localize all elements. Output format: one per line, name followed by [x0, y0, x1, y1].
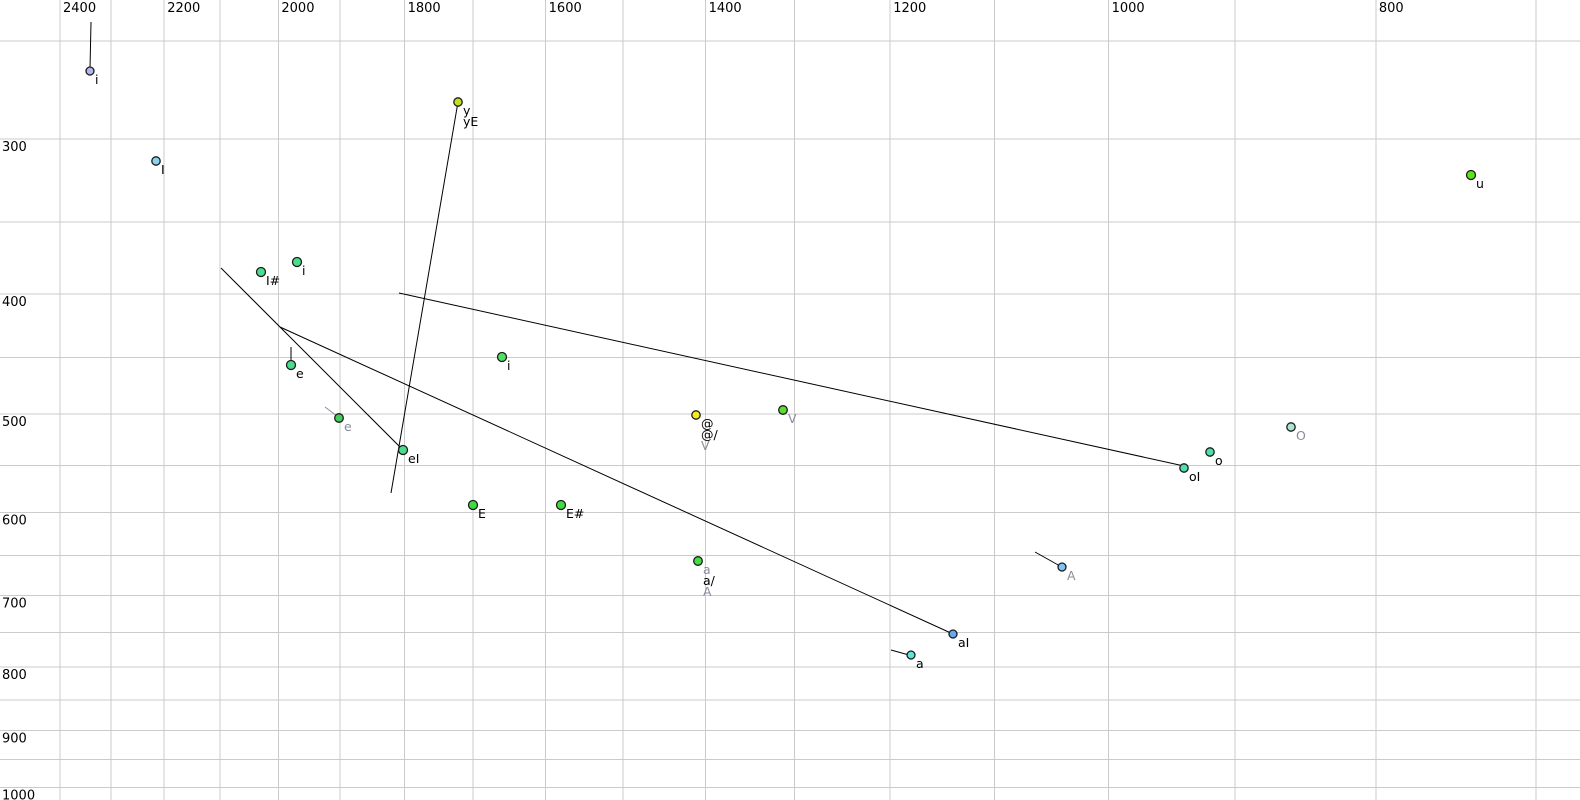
vowel-point-a[interactable] — [906, 650, 916, 660]
y-tick-label: 500 — [2, 415, 27, 430]
x-tick-label: 2200 — [167, 1, 200, 16]
axis-tick-labels: 2400 2200 2000 1800 1600 1400 1200 1000 800 300 40… — [2, 1, 1404, 800]
vowel-point-V[interactable] — [778, 405, 788, 415]
vowel-point-a-slash[interactable] — [693, 556, 703, 566]
x-tick-label: 2000 — [281, 1, 314, 16]
vowel-point-i-upper[interactable] — [85, 66, 95, 76]
vowel-label-i-mid-0: i — [302, 263, 305, 278]
vowel-label-schwa-2: V — [701, 438, 710, 453]
vowel-label-e-0: e — [296, 366, 304, 381]
vowel-point-e-gray[interactable] — [334, 413, 344, 423]
vowel-label-O-0: O — [1296, 428, 1306, 443]
vowel-point-y[interactable] — [453, 97, 463, 107]
y-tick-label: 900 — [2, 732, 27, 747]
x-tick-label: 1800 — [408, 1, 441, 16]
vowel-label-a-slash-2: A — [703, 584, 712, 599]
vowel-label-y-0: y — [463, 103, 471, 118]
vowel-point-eI[interactable] — [397, 444, 409, 456]
vowel-point-oI[interactable] — [1179, 463, 1189, 473]
vowel-label-schwa-0: @ — [701, 416, 714, 431]
trajectories — [89, 21, 1185, 656]
vowel-label-o-0: o — [1215, 453, 1223, 468]
vowel-label-oI-0: oI — [1189, 469, 1200, 484]
vowel-label-aI-0: aI — [958, 635, 969, 650]
vowel-label-u-0: u — [1476, 176, 1484, 191]
vowel-point-A[interactable] — [1057, 562, 1067, 572]
x-tick-label: 1600 — [549, 1, 582, 16]
vowel-point-o[interactable] — [1205, 447, 1215, 457]
y-tick-label: 300 — [2, 140, 27, 155]
vowel-label-y-1: yE — [463, 114, 478, 129]
vowel-point-O[interactable] — [1286, 422, 1296, 432]
trajectory-line-oI-trajectory — [398, 292, 1185, 467]
trajectory-line-y-trajectory — [390, 101, 459, 494]
vowel-label-eI-0: eI — [408, 451, 419, 466]
trajectory-line-eI-trajectory — [220, 267, 404, 451]
y-tick-label: 800 — [2, 668, 27, 683]
vowel-label-I-0: I — [161, 162, 165, 177]
vowel-point-E-sharp[interactable] — [555, 499, 567, 511]
vowel-point-e[interactable] — [285, 359, 297, 371]
y-tick-label: 700 — [2, 596, 27, 611]
vowel-label-i-upper-0: i — [95, 72, 98, 87]
vowel-point-I[interactable] — [151, 156, 161, 166]
vowel-label-E-sharp-0: E# — [566, 506, 584, 521]
x-tick-label: 2400 — [63, 1, 96, 16]
y-tick-label: 1000 — [2, 788, 35, 800]
vowel-label-e-gray-0: e — [344, 419, 352, 434]
vowel-label-i-center-0: i — [507, 358, 510, 373]
vowel-point-schwa[interactable] — [691, 410, 701, 420]
y-tick-label: 400 — [2, 295, 27, 310]
vowel-point-E[interactable] — [467, 499, 479, 511]
vowel-label-schwa-1: @/ — [701, 427, 719, 442]
x-tick-label: 1000 — [1112, 1, 1145, 16]
y-tick-label: 600 — [2, 513, 27, 528]
vowel-label-a-slash-1: a/ — [703, 573, 716, 588]
x-tick-label: 1200 — [893, 1, 926, 16]
vowel-label-I-sharp-0: I# — [266, 273, 280, 288]
trajectory-line-i-upper-tail — [89, 21, 92, 70]
trajectory-line-e-gray-tail — [324, 406, 338, 417]
x-tick-label: 800 — [1379, 1, 1404, 16]
vowel-point-i-center[interactable] — [496, 351, 508, 363]
trajectory-line-aI-trajectory — [279, 326, 954, 635]
vowel-point-i-mid[interactable] — [291, 256, 303, 268]
trajectory-line-a-tail — [890, 649, 910, 656]
vowel-point-aI[interactable] — [948, 629, 958, 639]
vowel-label-E-0: E — [478, 506, 486, 521]
vowel-point-I-sharp[interactable] — [255, 266, 267, 278]
vowel-point-u[interactable] — [1465, 169, 1477, 181]
trajectory-line-A-tail — [1034, 551, 1061, 567]
vowel-label-V-0: V — [788, 411, 797, 426]
vowel-label-A-0: A — [1067, 568, 1076, 583]
x-tick-label: 1400 — [709, 1, 742, 16]
vowel-label-a-slash-0: a — [703, 562, 711, 577]
vowel-label-a-0: a — [916, 656, 924, 671]
